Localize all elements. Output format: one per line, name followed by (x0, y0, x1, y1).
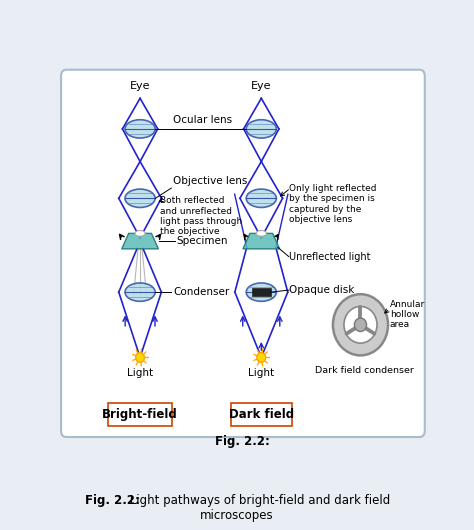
Text: Eye: Eye (130, 81, 150, 91)
Circle shape (344, 306, 377, 343)
Ellipse shape (246, 283, 276, 302)
Text: Light pathways of bright-field and dark field: Light pathways of bright-field and dark … (126, 494, 390, 507)
Ellipse shape (256, 231, 266, 236)
Ellipse shape (246, 189, 276, 207)
Ellipse shape (246, 120, 276, 138)
Text: Both reflected
and unreflected
light pass through
the objective: Both reflected and unreflected light pas… (160, 196, 243, 236)
Text: Only light reflected
by the specimen is
captured by the
objective lens: Only light reflected by the specimen is … (289, 184, 376, 224)
Ellipse shape (125, 189, 155, 207)
Text: Fig. 2.2:: Fig. 2.2: (216, 436, 270, 448)
Ellipse shape (125, 120, 155, 138)
Text: Unreflected light: Unreflected light (289, 252, 370, 262)
Text: Ocular lens: Ocular lens (173, 115, 232, 125)
Circle shape (257, 352, 266, 363)
Text: Eye: Eye (251, 81, 272, 91)
Ellipse shape (125, 283, 155, 302)
Text: Specimen: Specimen (177, 236, 228, 246)
Text: Light: Light (127, 368, 153, 378)
Circle shape (355, 318, 366, 332)
Polygon shape (122, 233, 158, 249)
Text: Dark field: Dark field (229, 408, 294, 421)
FancyBboxPatch shape (252, 288, 271, 296)
Circle shape (136, 352, 145, 363)
Text: Condenser: Condenser (173, 287, 229, 297)
Text: Light: Light (248, 368, 274, 378)
FancyBboxPatch shape (108, 403, 173, 426)
Text: microscopes: microscopes (200, 509, 274, 522)
Polygon shape (243, 233, 280, 249)
Text: Dark field condenser: Dark field condenser (315, 366, 414, 375)
Text: Objective lens: Objective lens (173, 176, 247, 186)
Circle shape (333, 294, 388, 356)
Text: Fig. 2.2:: Fig. 2.2: (85, 494, 140, 507)
FancyBboxPatch shape (61, 70, 425, 437)
Text: Annular
hollow
area: Annular hollow area (390, 299, 425, 330)
Text: Opaque disk: Opaque disk (289, 285, 354, 295)
Ellipse shape (135, 231, 145, 236)
Text: Bright-field: Bright-field (102, 408, 178, 421)
FancyBboxPatch shape (231, 403, 292, 426)
